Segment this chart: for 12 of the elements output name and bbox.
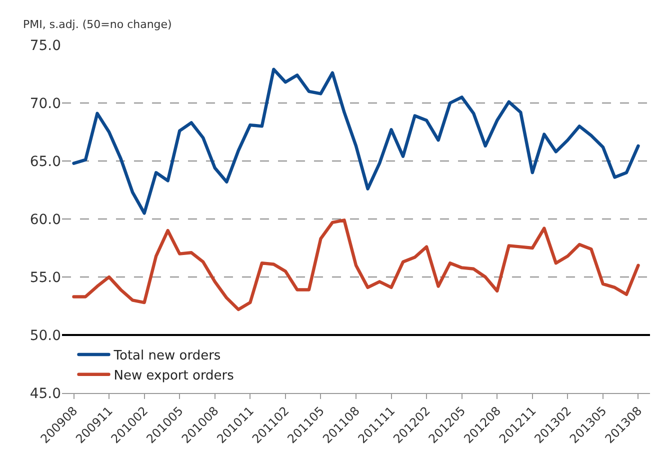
y-tick-label: 50.0 [30, 328, 61, 344]
y-tick-label: 70.0 [30, 96, 61, 112]
legend-label: New export orders [114, 368, 234, 384]
y-tick-label: 55.0 [30, 270, 61, 286]
y-tick-label: 75.0 [30, 38, 61, 54]
y-tick-label: 45.0 [30, 386, 61, 402]
line-series [72, 218, 640, 312]
line-series [72, 68, 640, 215]
y-axis-title: PMI, s.adj. (50=no change) [23, 18, 172, 31]
y-tick-label: 60.0 [30, 212, 61, 228]
y-tick-label: 65.0 [30, 154, 61, 170]
legend-label: Total new orders [112, 348, 221, 364]
